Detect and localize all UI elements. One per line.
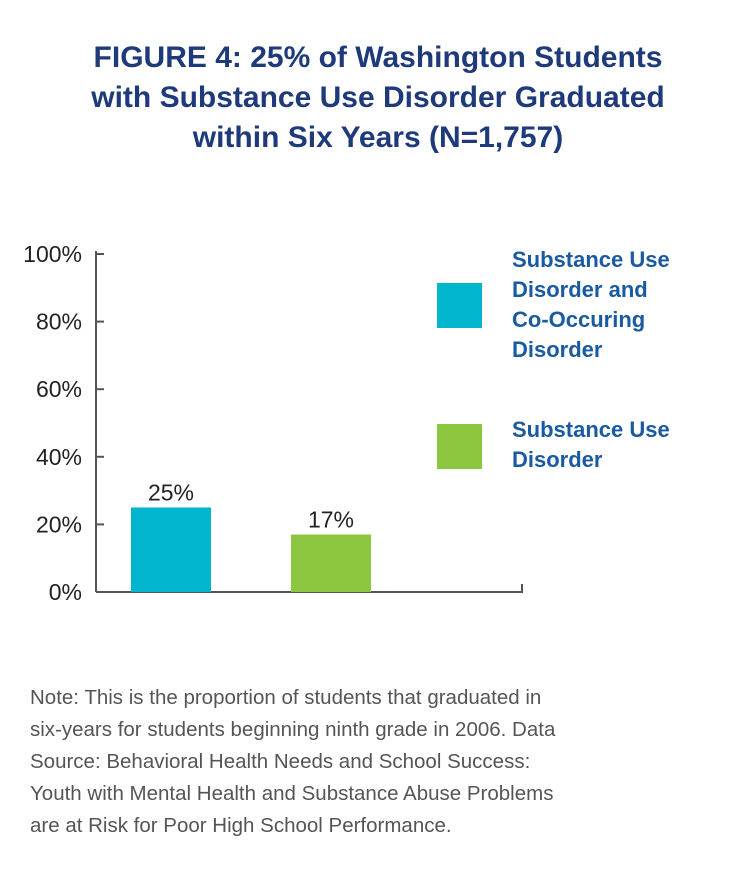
y-tick-label: 40% bbox=[36, 444, 82, 470]
y-tick-label: 60% bbox=[36, 376, 82, 402]
legend-label-2: Substance Use Disorder bbox=[512, 415, 670, 475]
footnote: Note: This is the proportion of students… bbox=[30, 682, 680, 842]
legend-label-line: Substance Use bbox=[512, 417, 670, 442]
y-tick-label: 20% bbox=[36, 511, 82, 537]
y-tick-label: 0% bbox=[49, 579, 82, 605]
legend-label-line: Disorder bbox=[512, 337, 603, 362]
bar-value-label-1: 25% bbox=[148, 480, 194, 506]
bars-group: 25% 17% bbox=[131, 480, 371, 592]
legend-label-line: Disorder bbox=[512, 447, 603, 472]
y-axis-ticks: 0% 20% 40% 60% 80% 100% bbox=[23, 241, 104, 605]
chart-title-line: with Substance Use Disorder Graduated bbox=[91, 81, 665, 114]
bar-2 bbox=[291, 534, 371, 592]
legend-label-line: Co-Occuring bbox=[512, 307, 646, 332]
chart-title: FIGURE 4: 25% of Washington Students wit… bbox=[30, 38, 726, 158]
legend-label-line: Substance Use bbox=[512, 247, 670, 272]
footnote-line: Source: Behavioral Health Needs and Scho… bbox=[30, 750, 531, 773]
footnote-line: Youth with Mental Health and Substance A… bbox=[30, 782, 554, 805]
chart-title-line: within Six Years (N=1,757) bbox=[192, 121, 564, 154]
bar-1 bbox=[131, 507, 211, 592]
y-tick-label: 100% bbox=[23, 241, 82, 267]
legend-swatch-2 bbox=[437, 424, 482, 469]
footnote-line: six-years for students beginning ninth g… bbox=[30, 718, 556, 741]
footnote-line: are at Risk for Poor High School Perform… bbox=[30, 814, 452, 837]
legend-label-1: Substance Use Disorder and Co-Occuring D… bbox=[512, 245, 670, 365]
y-tick-label: 80% bbox=[36, 309, 82, 335]
chart-title-line: FIGURE 4: 25% of Washington Students bbox=[93, 41, 663, 74]
legend-swatch-1 bbox=[437, 283, 482, 328]
legend-label-line: Disorder and bbox=[512, 277, 648, 302]
bar-value-label-2: 17% bbox=[308, 507, 354, 533]
footnote-line: Note: This is the proportion of students… bbox=[30, 686, 542, 709]
